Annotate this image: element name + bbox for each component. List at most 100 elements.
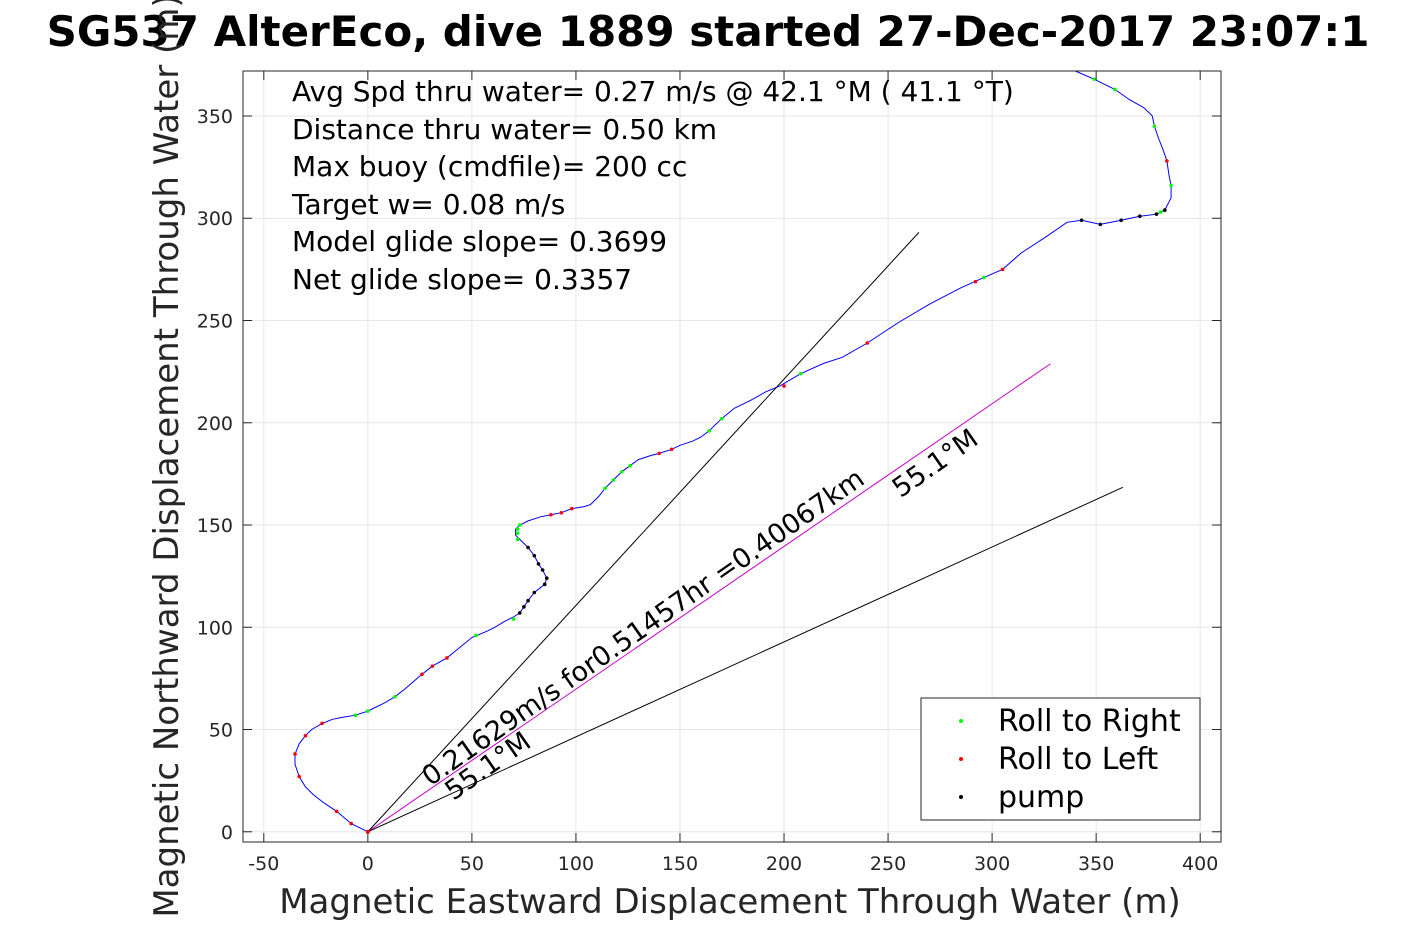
marker-roll-left xyxy=(1000,267,1005,272)
y-tick-label: 200 xyxy=(197,413,233,435)
marker-pump xyxy=(540,568,545,572)
x-tick-label: 100 xyxy=(558,853,594,875)
marker-roll-right xyxy=(619,470,624,474)
marker-roll-left xyxy=(303,733,308,738)
x-tick-label: 300 xyxy=(974,853,1010,875)
marker-roll-right xyxy=(1158,210,1163,214)
annotation-target-w: Target w= 0.08 m/s xyxy=(291,188,565,221)
x-tick-label: 400 xyxy=(1182,853,1218,875)
marker-pump xyxy=(1138,214,1142,219)
marker-roll-left xyxy=(1165,159,1169,163)
marker-roll-right xyxy=(981,275,986,280)
y-tick-label: 350 xyxy=(197,106,233,128)
marker-roll-left xyxy=(334,809,339,814)
legend-label-roll-left: Roll to Left xyxy=(998,742,1158,777)
marker-pump xyxy=(526,598,530,603)
annotation-distance: Distance thru water= 0.50 km xyxy=(292,113,717,146)
marker-roll-left xyxy=(569,506,574,511)
marker-roll-right xyxy=(517,523,522,527)
marker-roll-left xyxy=(420,672,424,677)
legend-marker-roll-right xyxy=(959,719,963,723)
x-tick-label: 350 xyxy=(1078,853,1114,875)
marker-roll-right xyxy=(603,486,607,490)
marker-roll-right xyxy=(719,416,724,421)
legend: Roll to Right Roll to Left pump xyxy=(920,697,1201,821)
heading-lines xyxy=(367,232,1124,833)
annotation-avg-speed: Avg Spd thru water= 0.27 m/s @ 42.1 °M (… xyxy=(292,75,1014,108)
marker-pump xyxy=(1119,218,1123,223)
legend-label-roll-right: Roll to Right xyxy=(998,704,1181,739)
legend-box xyxy=(920,697,1201,821)
marker-roll-right xyxy=(515,527,520,531)
marker-roll-right xyxy=(1169,183,1173,188)
marker-roll-left xyxy=(549,512,553,517)
x-tick-label: 50 xyxy=(460,853,484,875)
marker-pump xyxy=(1098,222,1103,227)
y-tick-label: 250 xyxy=(197,311,233,333)
marker-pump xyxy=(1163,208,1167,212)
heading-line xyxy=(367,363,1051,833)
x-tick-label: 150 xyxy=(662,853,698,875)
marker-roll-right xyxy=(474,633,478,638)
marker-pump xyxy=(1079,218,1084,223)
annotation-max-buoy: Max buoy (cmdfile)= 200 cc xyxy=(292,150,687,183)
marker-pump xyxy=(522,605,526,609)
y-tick-label: 300 xyxy=(197,208,233,230)
y-tick-label: 0 xyxy=(221,822,233,844)
marker-pump xyxy=(532,553,537,558)
heading-line xyxy=(367,232,920,833)
tick-layer: -50 0 50 100 150 200 250 300 350 400 0 50 100 150 200 2… xyxy=(197,71,1221,875)
marker-roll-left xyxy=(297,774,301,779)
y-tick-label: 100 xyxy=(197,617,233,639)
annotation-net-glide: Net glide slope= 0.3357 xyxy=(292,263,632,296)
y-axis-label: Magnetic Northward Displacement Through … xyxy=(147,0,187,918)
chart-title: SG537 AlterEco, dive 1889 started 27-Dec… xyxy=(47,7,1370,56)
marker-pump xyxy=(517,611,522,615)
marker-layer xyxy=(293,77,1173,834)
marker-origin xyxy=(365,829,370,834)
marker-roll-left xyxy=(559,510,564,515)
track-layer xyxy=(294,70,1172,833)
x-tick-label: 200 xyxy=(766,853,802,875)
track-line xyxy=(294,70,1172,833)
marker-pump xyxy=(526,545,530,550)
marker-roll-left xyxy=(349,821,354,826)
plot-frame xyxy=(242,70,1222,843)
marker-pump xyxy=(532,590,537,595)
marker-roll-right xyxy=(1113,87,1117,92)
marker-roll-right xyxy=(1152,124,1157,129)
marker-roll-right xyxy=(515,537,520,542)
annotation-block: Avg Spd thru water= 0.27 m/s @ 42.1 °M (… xyxy=(291,75,1014,296)
marker-roll-left xyxy=(657,451,661,456)
x-axis-label: Magnetic Eastward Displacement Through W… xyxy=(279,882,1181,922)
legend-label-pump: pump xyxy=(998,780,1084,815)
marker-roll-left xyxy=(669,447,674,452)
marker-pump xyxy=(545,576,549,580)
marker-roll-right xyxy=(628,463,632,468)
marker-roll-left xyxy=(445,656,449,660)
x-tick-label: 250 xyxy=(870,853,906,875)
marker-roll-right xyxy=(798,371,803,376)
marker-roll-right xyxy=(366,709,370,713)
annotation-model-glide: Model glide slope= 0.3699 xyxy=(292,225,667,258)
marker-pump xyxy=(536,562,541,566)
marker-roll-left xyxy=(973,279,978,284)
marker-roll-right xyxy=(511,617,516,621)
marker-pump xyxy=(542,582,547,587)
marker-roll-left xyxy=(293,752,297,756)
y-tick-label: 50 xyxy=(209,720,233,742)
marker-roll-right xyxy=(611,478,616,482)
marker-roll-left xyxy=(430,664,435,668)
marker-roll-right xyxy=(353,713,358,718)
y-tick-label: 150 xyxy=(197,515,233,537)
marker-roll-right xyxy=(393,694,397,699)
legend-marker-pump xyxy=(959,795,963,799)
marker-roll-left xyxy=(320,721,324,726)
marker-roll-left xyxy=(782,384,786,388)
x-tick-label: -50 xyxy=(248,853,279,875)
marker-roll-right xyxy=(1092,77,1096,81)
marker-roll-right xyxy=(707,429,711,433)
heading-line xyxy=(367,486,1124,833)
legend-marker-roll-left xyxy=(959,757,963,761)
